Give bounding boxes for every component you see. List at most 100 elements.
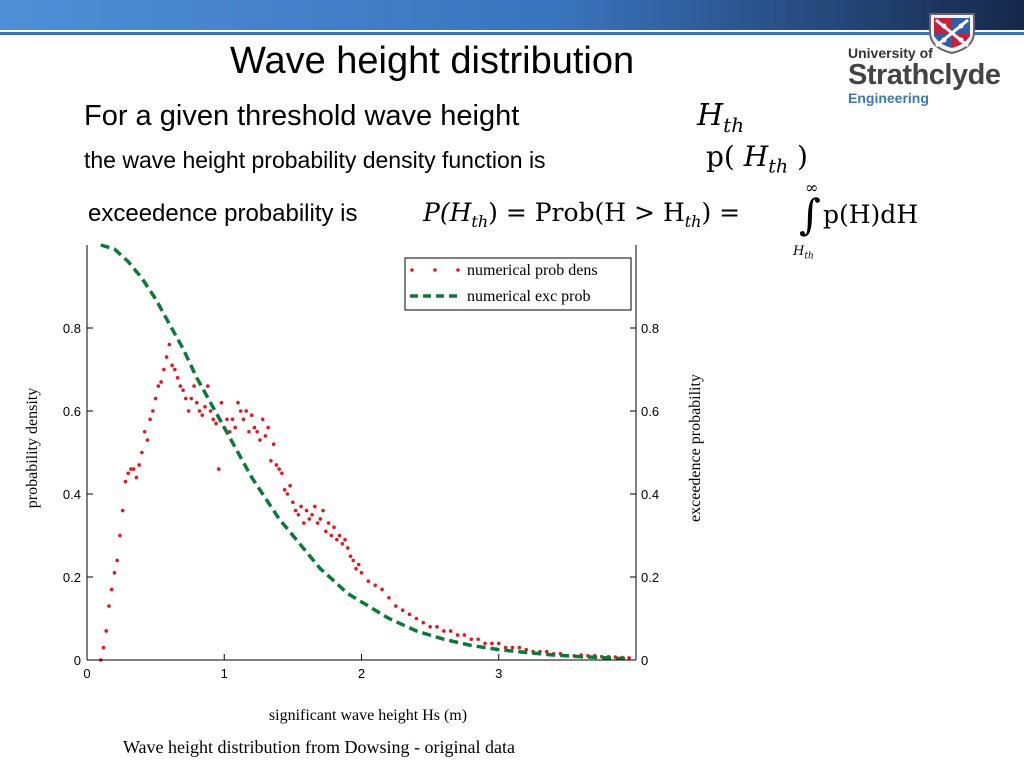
density-point <box>252 425 257 430</box>
density-point <box>233 425 238 430</box>
density-point <box>140 450 144 455</box>
wave-height-chart: 0 00.2 0.20.4 0.40.6 0.60.8 0.80 1 2 3 numerical… <box>24 243 704 724</box>
density-point <box>321 508 325 513</box>
density-point <box>148 417 152 422</box>
density-point <box>249 413 254 417</box>
density-point <box>414 616 419 621</box>
density-point <box>296 512 301 517</box>
chart-legend: numerical prob dens numerical exc prob <box>404 257 632 311</box>
density-point <box>123 479 128 484</box>
density-point <box>462 633 467 637</box>
density-point <box>238 409 243 413</box>
density-point <box>247 429 251 434</box>
density-point <box>291 500 295 505</box>
density-point <box>332 525 336 529</box>
legend-density-marker <box>410 268 460 272</box>
density-point <box>307 517 312 521</box>
integral-lower-limit: Hth <box>793 244 814 262</box>
density-point <box>334 537 339 542</box>
density-point <box>216 467 221 471</box>
legend-dot <box>433 268 437 272</box>
logo-engineering: Engineering <box>848 90 929 106</box>
y-tick-label-left: 0.4 <box>63 487 81 502</box>
y-tick-label-right: 0 <box>641 653 648 668</box>
density-point <box>503 645 508 650</box>
legend-dot <box>456 268 460 272</box>
y-tick-label-left: 0.8 <box>63 321 81 336</box>
density-point <box>178 384 183 388</box>
density-point <box>131 467 136 471</box>
y-tick-label-right: 0.6 <box>641 404 659 419</box>
density-point <box>277 467 281 471</box>
exceedence-formula: P(Hth) = Prob(H > Hth) = <box>423 198 741 231</box>
density-point <box>359 571 364 575</box>
x-tick-label: 3 <box>495 666 502 681</box>
density-point <box>476 637 480 642</box>
y-tick-label-left: 0.6 <box>63 404 81 419</box>
integral-sign: ∫ <box>799 190 821 239</box>
density-point <box>304 508 309 513</box>
density-point <box>421 620 426 625</box>
density-point <box>483 641 487 646</box>
density-point <box>517 645 522 650</box>
density-point <box>118 533 122 538</box>
density-point <box>442 629 446 633</box>
crest-icon <box>929 13 975 54</box>
density-point <box>214 421 218 426</box>
pdf-formula: p( Hth ) <box>706 140 808 178</box>
density-point <box>326 521 331 525</box>
density-point <box>170 363 174 368</box>
integral-upper-limit: ∞ <box>805 178 819 197</box>
density-point <box>263 434 268 438</box>
density-point <box>348 554 353 559</box>
density-point <box>241 417 246 422</box>
density-point <box>112 571 117 575</box>
y-tick-label-left: 0 <box>74 653 81 668</box>
density-point <box>400 608 405 612</box>
density-point <box>387 595 391 600</box>
density-point <box>236 400 240 405</box>
density-point <box>197 409 202 413</box>
density-point <box>205 384 210 388</box>
threshold-formula: Hth <box>697 98 745 137</box>
density-point <box>428 625 432 629</box>
density-point <box>129 467 133 471</box>
density-point <box>380 587 384 592</box>
density-point <box>211 417 216 422</box>
density-point <box>244 409 249 413</box>
figure-caption: Wave height distribution from Dowsing - … <box>123 737 515 757</box>
density-point <box>200 413 205 417</box>
density-point <box>524 647 528 652</box>
density-point <box>186 409 191 413</box>
pdf-text: the wave height probability density func… <box>84 147 546 173</box>
y-tick-label-right: 0.2 <box>641 570 659 585</box>
y-tick-label-left: 0.2 <box>63 570 81 585</box>
density-point <box>151 409 155 413</box>
density-point <box>167 342 172 347</box>
logo-university-of: University of <box>848 45 933 61</box>
density-point <box>455 633 460 637</box>
density-point <box>345 546 350 550</box>
header-bar <box>0 0 1024 35</box>
density-point <box>208 409 213 413</box>
density-point <box>544 649 549 654</box>
university-logo: University of Strathclyde Engineering <box>828 10 1018 110</box>
integral-body: p(H)dH <box>823 200 919 229</box>
density-point <box>435 625 439 629</box>
density-point <box>269 459 273 463</box>
x-tick-label: 2 <box>358 666 365 681</box>
density-point <box>299 504 303 509</box>
density-point <box>302 521 306 525</box>
density-point <box>318 517 323 521</box>
density-point <box>407 612 412 617</box>
density-point <box>137 463 141 467</box>
density-point <box>126 471 130 476</box>
density-point <box>175 376 180 380</box>
density-point <box>490 641 494 646</box>
legend-dot <box>410 268 414 272</box>
density-point <box>315 521 320 525</box>
density-point <box>192 384 196 388</box>
density-point <box>260 417 265 422</box>
density-point <box>313 504 317 509</box>
density-point <box>258 438 262 442</box>
